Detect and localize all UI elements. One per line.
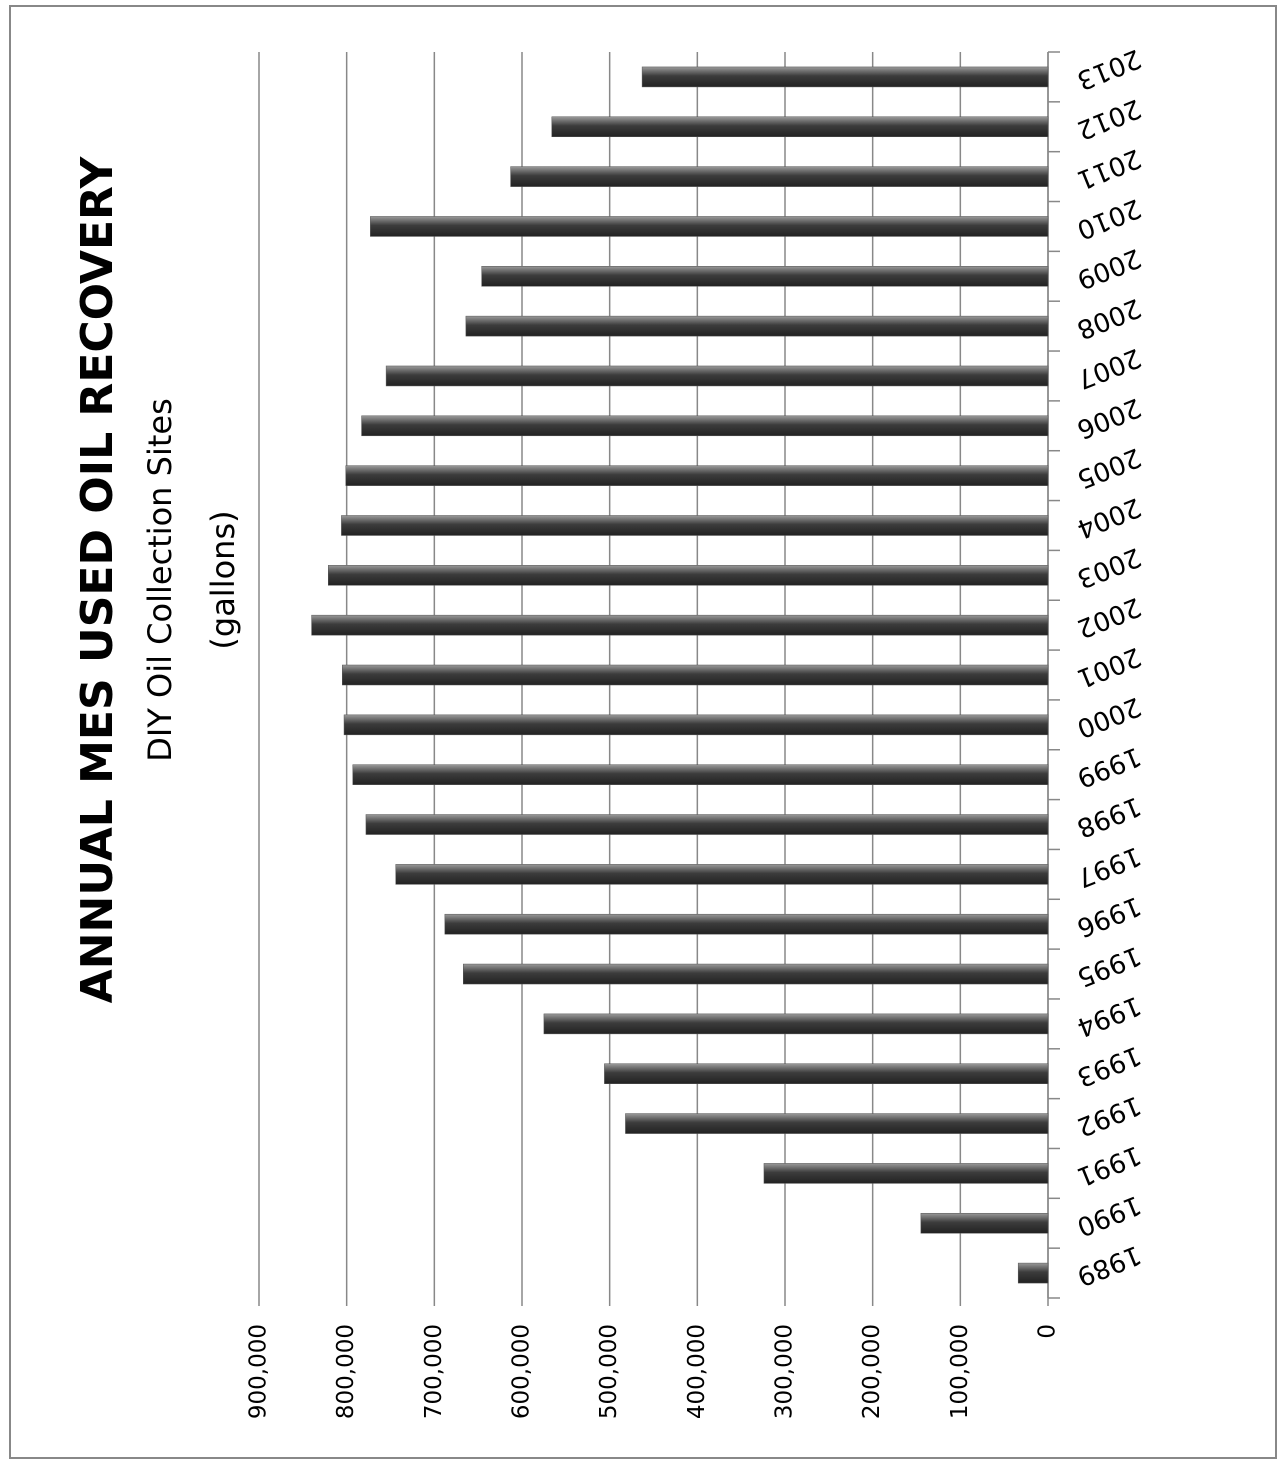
y-tick-label: 400,000 [684, 1324, 710, 1419]
y-tick-label: 500,000 [596, 1324, 622, 1419]
bar [481, 266, 1049, 287]
bar [328, 565, 1049, 586]
bar [510, 166, 1049, 187]
y-tick-label: 0 [1035, 1324, 1061, 1339]
bar [641, 66, 1049, 88]
bar [352, 764, 1049, 785]
bar [311, 614, 1049, 636]
bar [345, 465, 1049, 486]
y-tick-label: 700,000 [421, 1324, 447, 1419]
bar [543, 1013, 1049, 1035]
bar [365, 814, 1049, 835]
bar [444, 913, 1049, 935]
bar [395, 864, 1049, 885]
bar [1017, 1262, 1049, 1284]
y-tick-label: 200,000 [859, 1324, 885, 1419]
y-tick-label: 800,000 [333, 1324, 359, 1419]
bar [361, 415, 1049, 437]
y-tick-label: 100,000 [947, 1324, 973, 1419]
bar [370, 216, 1049, 237]
y-tick-label: 600,000 [509, 1324, 535, 1419]
chart-subtitle: (gallons) [204, 510, 242, 649]
bar [604, 1063, 1049, 1084]
chart-title: ANNUAL MES USED OIL RECOVERY [72, 156, 123, 1004]
bar [920, 1212, 1049, 1234]
bar [551, 116, 1049, 138]
bar [385, 365, 1049, 387]
bar [342, 664, 1049, 686]
bar [465, 315, 1049, 337]
y-tick-label: 300,000 [772, 1324, 798, 1419]
bar [341, 515, 1049, 536]
bar [763, 1163, 1049, 1184]
bar [463, 963, 1049, 985]
y-tick-label: 900,000 [246, 1324, 272, 1419]
bar [343, 714, 1049, 736]
chart-subtitle: DIY Oil Collection Sites [141, 398, 179, 762]
bar [625, 1113, 1049, 1134]
